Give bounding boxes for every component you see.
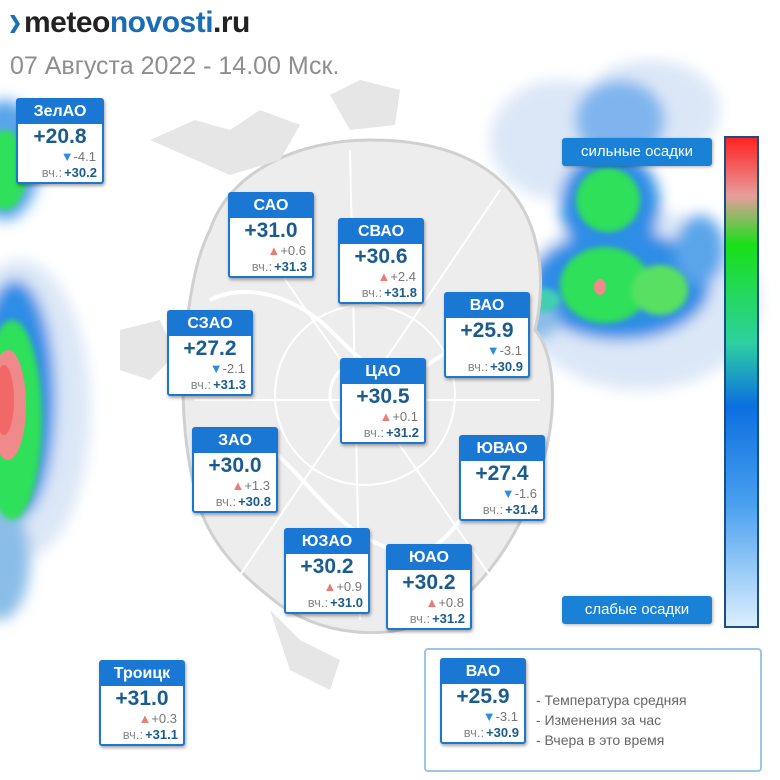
hourly-change: ▼-1.6 xyxy=(501,486,537,501)
district-card-yuvao: ЮВАО +27.4 ▼-1.6 вч.: +31.4 xyxy=(459,435,545,521)
legend-line-average: - Температура средняя xyxy=(536,692,687,708)
hourly-change: ▲+0.6 xyxy=(267,243,306,258)
hourly-change: ▼-4.1 xyxy=(60,149,96,164)
yesterday-value: вч.: +31.1 xyxy=(122,727,178,742)
yesterday-value: вч.: +30.8 xyxy=(215,494,271,509)
district-name: ЦАО xyxy=(342,360,424,384)
hourly-change: ▼-2.1 xyxy=(209,361,245,376)
hourly-change: ▲+0.3 xyxy=(138,711,177,726)
temperature-average: +30.2 xyxy=(402,571,456,594)
hourly-change: ▲+2.4 xyxy=(377,269,416,284)
hourly-change: ▲+0.1 xyxy=(379,409,418,424)
yesterday-value: вч.: +30.2 xyxy=(41,165,97,180)
legend-line-change: - Изменения за час xyxy=(536,712,662,728)
legend-box: ВАО +25.9 ▼-3.1 вч.: +30.9 - Температура … xyxy=(424,648,762,772)
arrow-down-icon: ▼ xyxy=(60,149,74,164)
site-logo[interactable]: meteonovosti.ru xyxy=(10,6,250,40)
hourly-change: ▲+0.9 xyxy=(323,579,362,594)
district-name: ЗАО xyxy=(194,429,276,453)
district-name: ВАО xyxy=(446,294,528,318)
district-name: ЮВАО xyxy=(461,437,543,461)
district-card-yuzao: ЮЗАО +30.2 ▲+0.9 вч.: +31.0 xyxy=(284,528,370,614)
yesterday-value: вч.: +30.9 xyxy=(463,725,519,740)
arrow-up-icon: ▲ xyxy=(379,409,393,424)
legend-sample-card: ВАО +25.9 ▼-3.1 вч.: +30.9 xyxy=(440,658,526,744)
district-card-svao: СВАО +30.6 ▲+2.4 вч.: +31.8 xyxy=(338,218,424,304)
yesterday-value: вч.: +31.4 xyxy=(482,502,538,517)
temperature-average: +30.2 xyxy=(300,555,354,578)
yesterday-value: вч.: +31.8 xyxy=(361,285,417,300)
yesterday-value: вч.: +31.3 xyxy=(190,377,246,392)
temperature-average: +30.5 xyxy=(356,385,410,408)
legend-line-yesterday: - Вчера в это время xyxy=(536,732,665,748)
hourly-change: ▼-3.1 xyxy=(482,709,518,724)
arrow-down-icon: ▼ xyxy=(486,343,500,358)
arrow-up-icon: ▲ xyxy=(377,269,391,284)
temperature-average: +31.0 xyxy=(115,687,169,710)
arrow-up-icon: ▲ xyxy=(267,243,281,258)
yesterday-value: вч.: +31.0 xyxy=(307,595,363,610)
logo-mark-icon xyxy=(10,15,20,33)
district-card-szao: СЗАО +27.2 ▼-2.1 вч.: +31.3 xyxy=(167,310,253,396)
hourly-change: ▼-3.1 xyxy=(486,343,522,358)
district-name: СЗАО xyxy=(169,312,251,336)
temperature-average: +25.9 xyxy=(460,319,514,342)
district-card-troitsk: Троицк +31.0 ▲+0.3 вч.: +31.1 xyxy=(99,660,185,746)
arrow-down-icon: ▼ xyxy=(209,361,223,376)
district-name: ЗелАО xyxy=(18,100,102,124)
precipitation-scale-bar xyxy=(724,136,759,628)
scale-label-light: слабые осадки xyxy=(562,596,712,624)
scale-label-heavy: сильные осадки xyxy=(562,138,712,166)
district-card-yuao: ЮАО +30.2 ▲+0.8 вч.: +31.2 xyxy=(386,544,472,630)
district-card-sao: САО +31.0 ▲+0.6 вч.: +31.3 xyxy=(228,192,314,278)
temperature-average: +31.0 xyxy=(244,219,298,242)
district-name: САО xyxy=(230,194,312,218)
district-name: ВАО xyxy=(442,660,524,684)
arrow-up-icon: ▲ xyxy=(323,579,337,594)
district-card-cao: ЦАО +30.5 ▲+0.1 вч.: +31.2 xyxy=(340,358,426,444)
temperature-average: +25.9 xyxy=(456,685,510,708)
yesterday-value: вч.: +31.3 xyxy=(251,259,307,274)
date-time-title: 07 Августа 2022 - 14.00 Мск. xyxy=(10,52,340,80)
temperature-average: +27.2 xyxy=(183,337,237,360)
district-card-zelao: ЗелАО +20.8 ▼-4.1 вч.: +30.2 xyxy=(16,98,104,184)
arrow-up-icon: ▲ xyxy=(425,595,439,610)
district-name: СВАО xyxy=(340,220,422,244)
yesterday-value: вч.: +31.2 xyxy=(409,611,465,626)
temperature-average: +30.0 xyxy=(208,454,262,477)
arrow-down-icon: ▼ xyxy=(482,709,496,724)
yesterday-value: вч.: +30.9 xyxy=(467,359,523,374)
district-name: ЮАО xyxy=(388,546,470,570)
district-card-vao: ВАО +25.9 ▼-3.1 вч.: +30.9 xyxy=(444,292,530,378)
temperature-average: +27.4 xyxy=(475,462,529,485)
temperature-average: +30.6 xyxy=(354,245,408,268)
hourly-change: ▲+1.3 xyxy=(231,478,270,493)
legend-descriptions: - Температура средняя - Изменения за час… xyxy=(536,690,687,750)
hourly-change: ▲+0.8 xyxy=(425,595,464,610)
temperature-average: +20.8 xyxy=(33,125,87,148)
district-name: ЮЗАО xyxy=(286,530,368,554)
arrow-up-icon: ▲ xyxy=(138,711,152,726)
yesterday-value: вч.: +31.2 xyxy=(363,425,419,440)
district-name: Троицк xyxy=(101,662,183,686)
district-card-zao: ЗАО +30.0 ▲+1.3 вч.: +30.8 xyxy=(192,427,278,513)
arrow-up-icon: ▲ xyxy=(231,478,245,493)
arrow-down-icon: ▼ xyxy=(501,486,515,501)
